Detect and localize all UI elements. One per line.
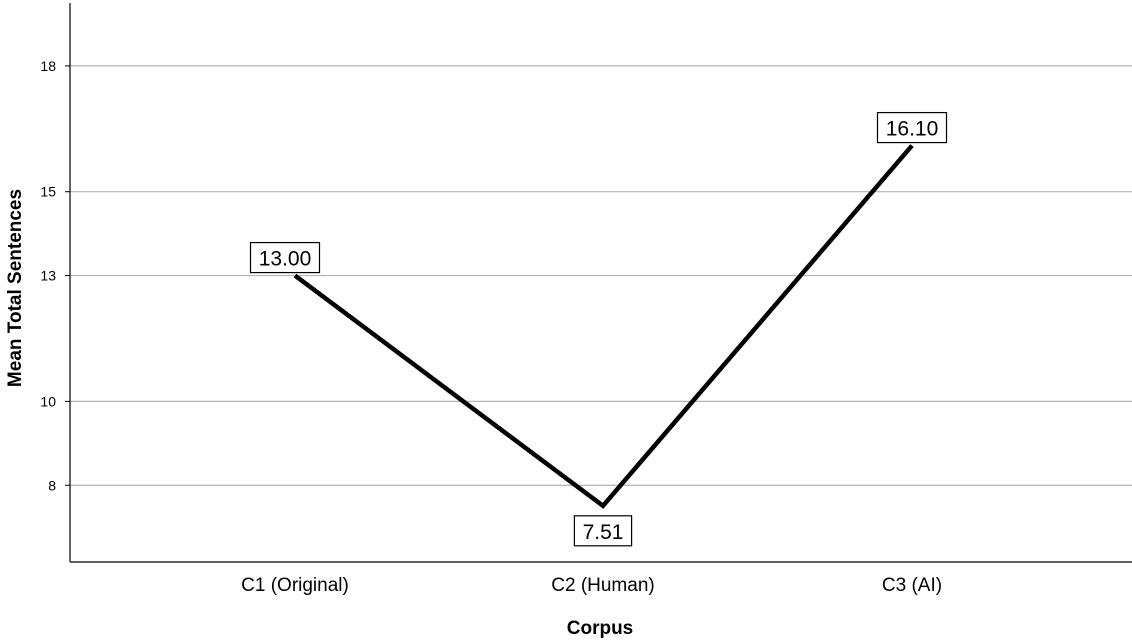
series-line xyxy=(293,144,914,509)
x-axis-title: Corpus xyxy=(567,618,634,639)
data-label-text: 13.00 xyxy=(259,248,312,271)
data-label-text: 16.10 xyxy=(886,118,939,141)
data-label: 7.51 xyxy=(573,515,633,547)
y-tick-label: 8 xyxy=(48,477,56,493)
x-tick-label: C3 (AI) xyxy=(882,575,942,596)
data-label: 13.00 xyxy=(249,241,321,274)
y-tick-label: 18 xyxy=(40,58,56,74)
x-tick-label: C1 (Original) xyxy=(241,575,349,596)
data-label-text: 7.51 xyxy=(583,521,624,544)
data-label: 16.10 xyxy=(876,111,948,144)
y-tick-labels: 8 10 13 15 18 xyxy=(40,58,70,493)
grid-lines xyxy=(70,65,1132,486)
data-label-box xyxy=(876,111,948,144)
data-label-box xyxy=(573,515,633,547)
y-axis-title: Mean Total Sentences xyxy=(5,189,26,387)
x-tick-label: C2 (Human) xyxy=(551,575,654,596)
x-tick-labels: C1 (Original) C2 (Human) C3 (AI) xyxy=(241,575,942,596)
y-tick-label: 13 xyxy=(40,268,56,284)
y-tick-label: 10 xyxy=(40,393,56,409)
y-tick-label: 15 xyxy=(40,184,56,200)
data-label-box xyxy=(249,241,321,274)
axes xyxy=(69,3,1132,563)
data-labels: 13.00 7.51 16.10 xyxy=(249,111,948,547)
series xyxy=(293,144,914,509)
